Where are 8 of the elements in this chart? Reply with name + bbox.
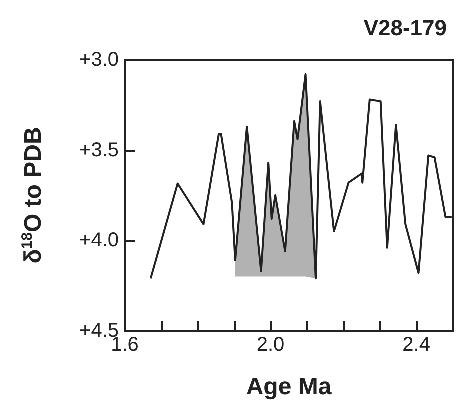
- x-axis-title: Age Ma: [246, 374, 332, 400]
- y-tick-label: +3.5: [80, 139, 119, 162]
- chart-title: V28-179: [364, 16, 448, 40]
- y-tick-label: +3.0: [80, 49, 119, 71]
- y-tick-label: +4.0: [80, 230, 119, 252]
- x-tick-label: 2.4: [402, 334, 430, 356]
- y-axis-title: δ18O to PDB: [19, 127, 47, 264]
- x-tick-label: 2.0: [256, 334, 285, 356]
